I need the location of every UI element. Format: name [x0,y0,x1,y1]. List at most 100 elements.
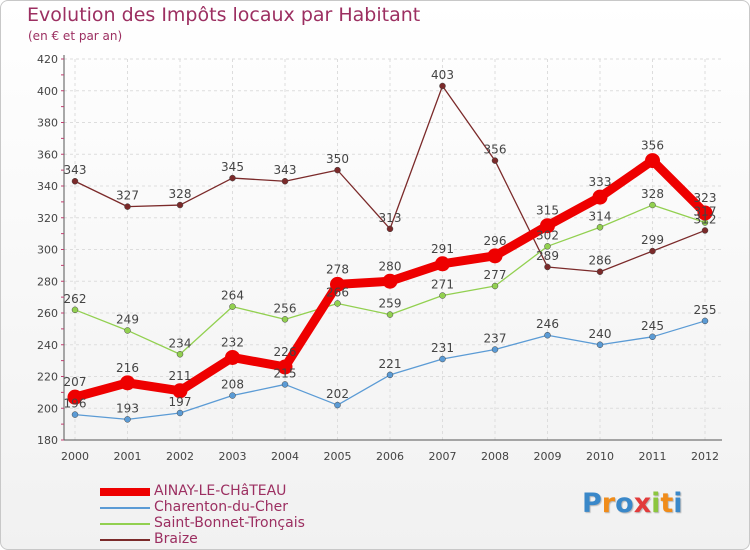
data-point [697,205,713,221]
data-label: 208 [221,378,244,392]
data-label: 264 [221,289,244,303]
data-point [281,177,289,185]
data-label: 317 [694,205,717,219]
data-label: 202 [326,387,349,401]
x-tick-label: 2000 [61,450,89,463]
data-label: 315 [536,204,559,218]
data-label: 345 [221,160,244,174]
data-point [592,189,608,205]
data-label: 280 [379,259,402,273]
data-label: 333 [589,175,612,189]
data-label: 216 [116,361,139,375]
data-point [491,157,499,164]
y-tick-label: 300 [37,244,58,257]
data-point [649,201,656,209]
y-tick-label: 280 [37,275,58,288]
legend: AINAY-LE-CHâTEAU Charenton-du-Cher Saint-B… [100,483,360,548]
data-label: 240 [589,327,612,341]
data-label: 231 [431,341,454,355]
data-label: 196 [64,397,87,411]
data-label: 356 [641,139,664,153]
data-point [649,333,656,341]
data-label: 256 [274,301,297,315]
data-label: 343 [64,163,87,177]
x-tick-label: 2005 [324,450,352,463]
data-label: 237 [484,332,507,346]
data-label: 312 [694,212,717,226]
y-tick-label: 380 [37,117,58,130]
data-label: 193 [116,401,139,415]
data-point [334,401,341,409]
y-tick-label: 320 [37,212,58,225]
series [67,82,713,423]
data-point [67,389,83,405]
legend-item: Charenton-du-Cher [100,499,360,516]
data-label: 286 [589,254,612,268]
proxiti-logo: Proxiti [582,488,683,519]
data-label: 249 [116,312,139,326]
data-label: 278 [326,262,349,276]
data-point [334,300,341,307]
axes: 180 200 220 240 260 280 300 320 340 360 380 400 420 2… [37,53,722,463]
data-label: 221 [379,357,402,371]
data-point [176,201,184,209]
legend-label: Braize [154,531,198,547]
chart-subtitle: (en € et par an) [28,29,123,43]
data-label: 302 [536,228,559,242]
data-label: 226 [274,345,297,359]
y-tick-label: 340 [37,180,58,193]
data-point [176,409,184,417]
y-tick-label: 360 [37,148,58,161]
data-label: 328 [169,187,192,201]
x-tick-label: 2004 [271,450,299,463]
legend-swatch [100,507,150,509]
data-point [596,341,604,348]
legend-label: Charenton-du-Cher [154,499,288,515]
data-label: 266 [326,285,349,299]
y-tick-label: 240 [37,339,58,352]
logo-letter: t [660,488,674,519]
data-label: 211 [169,369,192,383]
legend-swatch [100,488,150,496]
data-point [334,166,341,174]
x-tick-label: 2007 [429,450,457,463]
data-point [229,174,236,182]
data-label: 255 [694,303,717,317]
legend-label: Saint-Bonnet-Tronçais [154,515,305,531]
data-point [386,371,394,379]
x-tick-label: 2001 [114,450,142,463]
data-label: 215 [274,366,297,380]
data-point [544,243,551,250]
legend-item: Saint-Bonnet-Tronçais [100,515,360,532]
data-label: 327 [116,189,139,203]
data-point [176,351,184,358]
data-point [229,392,236,399]
y-tick-label: 220 [37,371,58,384]
data-label: 403 [431,68,454,82]
data-point [439,292,446,299]
logo-letter: r [601,488,616,519]
x-tick-label: 2002 [166,450,194,463]
data-label: 259 [379,297,402,311]
data-label: 356 [484,143,507,157]
data-point [701,227,709,234]
logo-letter: P [582,488,602,519]
data-label: 277 [484,268,507,282]
data-point [71,306,79,314]
chart-title: Evolution des Impôts locaux par Habitant [27,4,421,26]
data-label: 271 [431,278,454,292]
data-label: 313 [379,211,402,225]
x-tick-label: 2006 [376,450,404,463]
data-point [71,177,79,185]
y-tick-label: 400 [37,85,58,98]
data-point [544,263,551,271]
logo-letter: i [673,488,683,519]
logo-letter: i [651,488,661,519]
data-point [596,224,604,231]
data-point [281,381,289,388]
data-label: 299 [641,233,664,247]
x-tick-label: 2009 [534,450,562,463]
data-label: 232 [221,335,244,349]
data-point [120,375,135,391]
